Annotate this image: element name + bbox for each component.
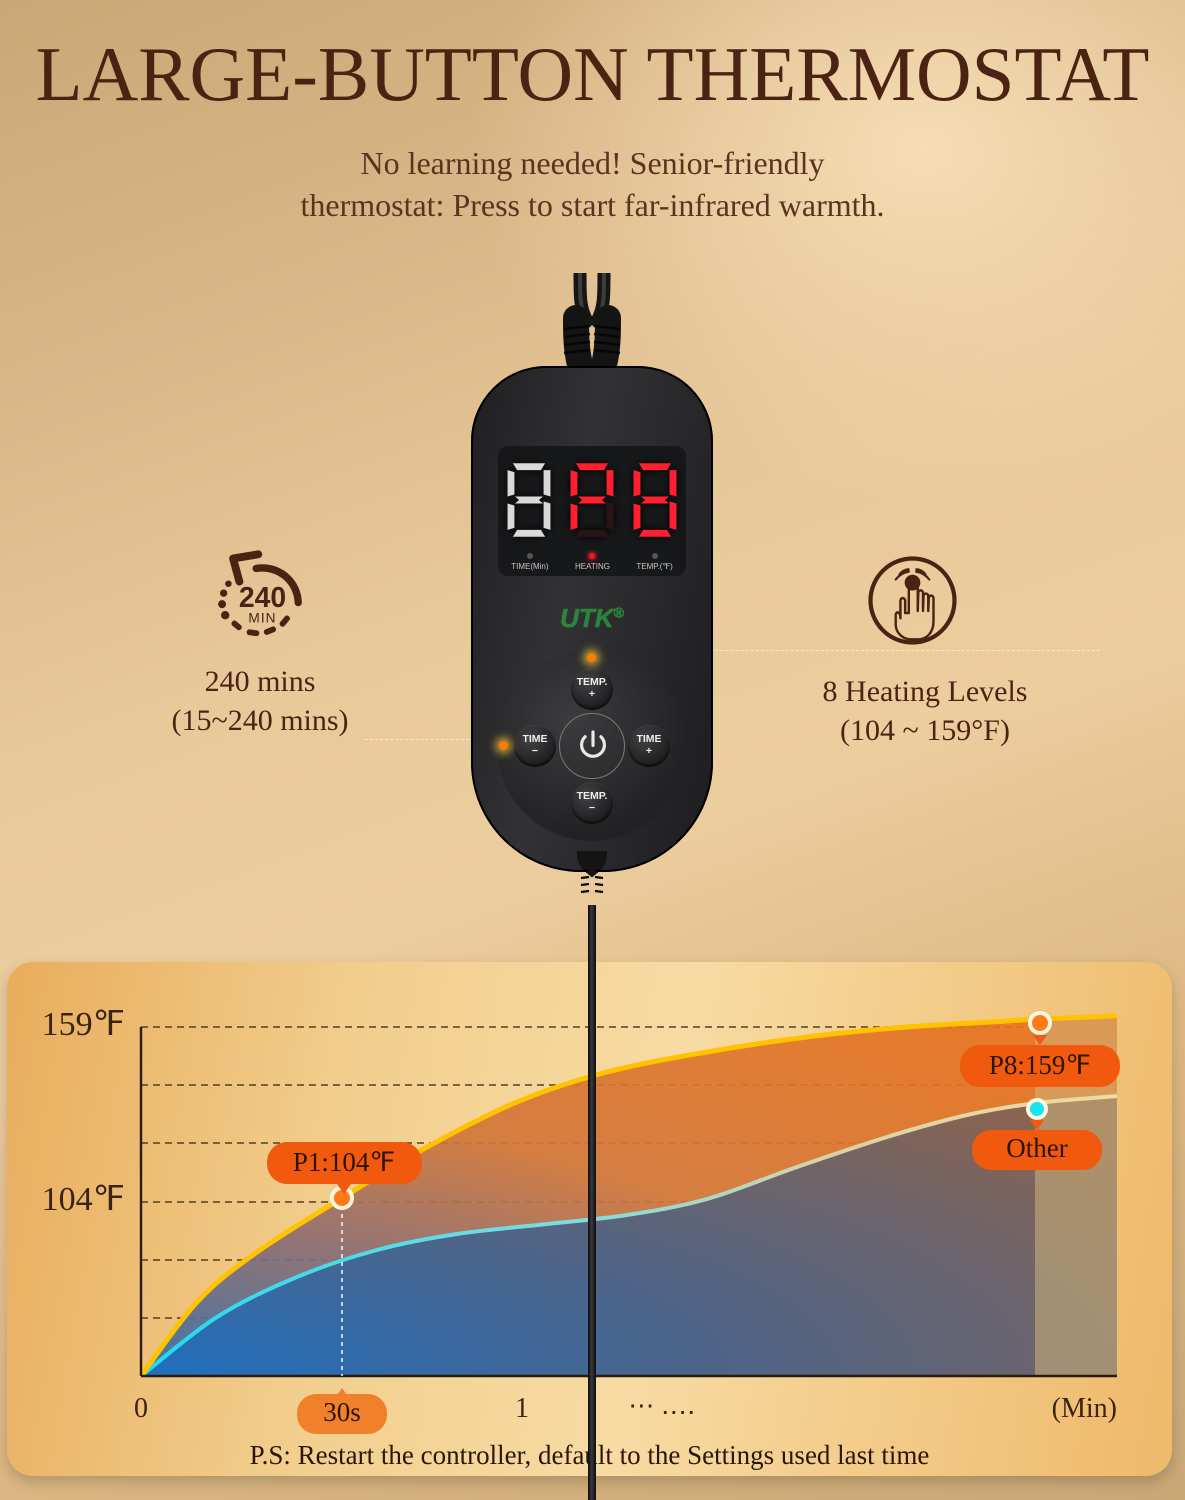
svg-text:240: 240	[239, 582, 286, 614]
svg-text:P1:104℉: P1:104℉	[293, 1147, 395, 1177]
svg-text:⋯ ․․․․: ⋯ ․․․․	[628, 1391, 695, 1420]
svg-text:1: 1	[515, 1393, 529, 1424]
svg-text:MIN: MIN	[248, 611, 276, 626]
svg-text:(Min): (Min)	[1052, 1393, 1117, 1424]
svg-text:104℉: 104℉	[42, 1181, 125, 1218]
svg-text:P8:159℉: P8:159℉	[989, 1050, 1091, 1080]
svg-text:Other: Other	[1006, 1133, 1067, 1163]
svg-text:30s: 30s	[323, 1397, 361, 1427]
svg-text:159℉: 159℉	[42, 1006, 125, 1043]
svg-text:0: 0	[134, 1393, 148, 1424]
